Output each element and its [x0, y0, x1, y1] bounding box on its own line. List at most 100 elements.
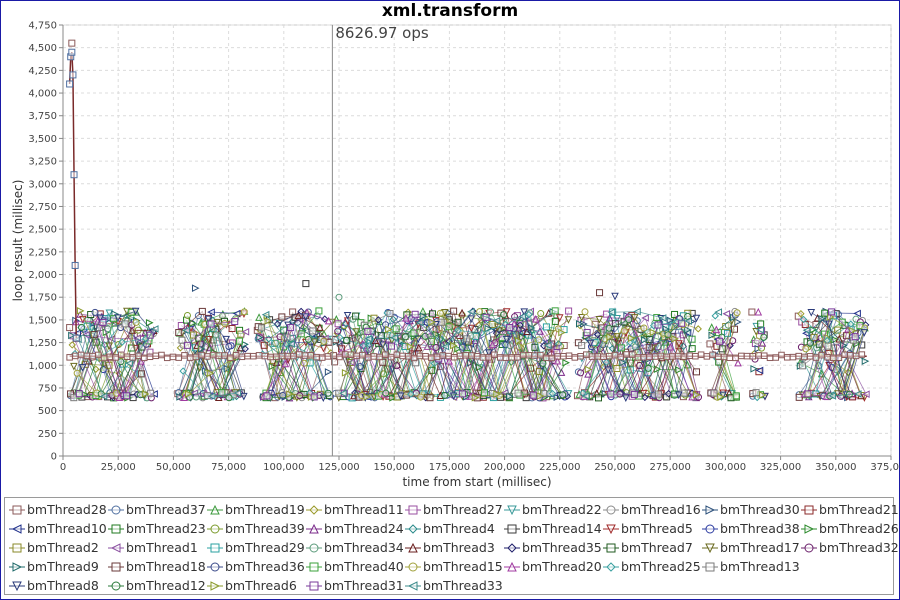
- baseline-point: [66, 354, 73, 361]
- baseline-point: [491, 351, 498, 359]
- baseline-point: [428, 354, 435, 361]
- baseline-point: [422, 353, 429, 360]
- legend-label: bmThread20: [522, 559, 602, 574]
- baseline-point: [347, 351, 355, 358]
- data-point: [488, 320, 496, 328]
- data-point: [125, 359, 133, 368]
- y-tick-label: 250: [38, 429, 57, 440]
- x-tick-label: 75,000: [211, 462, 246, 473]
- data-point: [96, 314, 105, 323]
- data-point: [654, 390, 662, 398]
- data-point: [99, 392, 108, 401]
- data-point: [343, 311, 352, 320]
- data-point: [577, 313, 586, 322]
- data-point: [799, 315, 808, 324]
- y-tick-label: 1,750: [28, 293, 57, 304]
- legend-label: bmThread9: [27, 559, 99, 574]
- baseline-point: [232, 351, 240, 359]
- data-point: [555, 314, 564, 322]
- baseline-point: [502, 354, 510, 361]
- legend-marker: [603, 505, 619, 515]
- data-point: [640, 336, 649, 344]
- data-point: [506, 324, 514, 332]
- data-point: [802, 345, 810, 353]
- data-point: [426, 394, 434, 402]
- legend-marker: [9, 543, 25, 553]
- legend-marker: [108, 581, 124, 591]
- baseline-point: [439, 352, 447, 359]
- baseline-point: [89, 352, 96, 360]
- data-point: [198, 307, 206, 315]
- legend-marker: [504, 561, 520, 572]
- legend-label: bmThread17: [720, 540, 800, 555]
- x-tick-label: 275,000: [650, 462, 691, 473]
- data-point: [861, 357, 870, 365]
- data-point: [824, 342, 832, 350]
- data-point: [342, 336, 350, 344]
- data-point: [309, 327, 317, 335]
- baseline-point: [571, 354, 579, 361]
- data-point: [176, 393, 184, 401]
- y-tick-label: 2,750: [28, 202, 57, 213]
- legend-label: bmThread38: [720, 521, 800, 536]
- data-point: [543, 341, 552, 350]
- data-point: [730, 325, 738, 333]
- data-point: [310, 338, 319, 347]
- data-point: [240, 308, 248, 316]
- legend-marker: [801, 543, 817, 553]
- peak-point: [611, 292, 619, 301]
- legend-marker: [207, 524, 223, 534]
- legend-marker: [306, 543, 322, 553]
- baseline-point: [376, 353, 383, 361]
- series-bmThread33: [74, 307, 862, 401]
- legend-marker: [306, 581, 322, 591]
- x-tick-label: 100,000: [263, 462, 304, 473]
- baseline-point: [118, 351, 125, 359]
- baseline-point: [238, 353, 246, 361]
- data-point: [121, 320, 129, 328]
- data-point: [748, 308, 756, 316]
- data-point: [531, 315, 540, 323]
- baseline-point: [606, 352, 613, 360]
- baseline-point: [640, 354, 647, 361]
- data-point: [802, 326, 811, 335]
- data-point: [388, 342, 396, 350]
- data-point: [255, 313, 263, 321]
- baseline-point: [473, 352, 481, 360]
- baseline-point: [307, 351, 314, 359]
- data-point: [604, 366, 612, 375]
- legend-label: bmThread35: [522, 540, 602, 555]
- data-point: [150, 325, 159, 333]
- data-point: [710, 389, 718, 397]
- baseline-point: [611, 351, 619, 359]
- baseline-point: [680, 353, 688, 360]
- data-point: [382, 389, 390, 397]
- data-point: [305, 335, 313, 343]
- legend-marker: [405, 562, 421, 572]
- data-point: [118, 338, 126, 346]
- series-line: [269, 338, 329, 399]
- baseline-point: [801, 353, 808, 361]
- legend-marker: [108, 524, 124, 534]
- data-point: [862, 390, 870, 398]
- data-point: [542, 323, 550, 331]
- data-point: [684, 312, 692, 320]
- data-point: [564, 316, 573, 324]
- baseline-point: [519, 351, 527, 359]
- data-point: [671, 335, 679, 343]
- data-point: [562, 358, 570, 367]
- legend-label: bmThread7: [621, 540, 693, 555]
- data-point: [454, 318, 462, 326]
- data-point: [91, 308, 99, 316]
- legend-label: bmThread33: [423, 578, 503, 593]
- x-tick-label: 375,000: [870, 462, 900, 473]
- legend-label: bmThread26: [819, 521, 899, 536]
- data-point: [755, 366, 764, 375]
- data-point: [411, 310, 419, 318]
- baseline-point: [387, 353, 395, 361]
- baseline-point: [100, 354, 108, 362]
- baseline-point: [835, 354, 843, 362]
- baseline-point: [106, 353, 114, 361]
- series-line: [718, 361, 737, 398]
- series-line: [77, 328, 156, 398]
